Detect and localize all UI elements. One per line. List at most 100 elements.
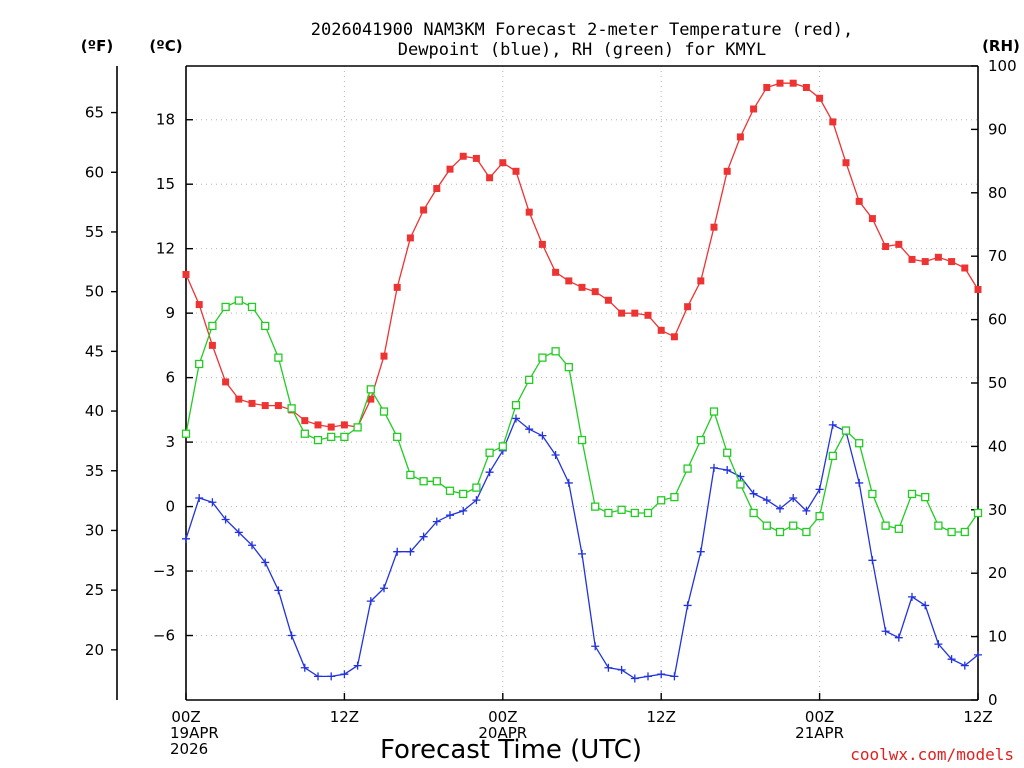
temperature-point [499, 159, 507, 167]
rh-point [762, 521, 771, 530]
temperature-point [248, 399, 256, 407]
celsius-tick-label: −6 [153, 627, 175, 645]
temperature-point [868, 215, 876, 223]
rh-point [577, 435, 587, 445]
rh-point [815, 511, 824, 521]
rh-point [538, 353, 547, 362]
rh-point [789, 521, 798, 530]
dewpoint-point [314, 672, 322, 681]
dewpoint-point [802, 506, 811, 515]
temperature-point [380, 352, 388, 360]
temperature-point [684, 303, 692, 311]
dewpoint-point [710, 463, 718, 472]
fahrenheit-tick-label: 55 [85, 223, 104, 241]
rh-point [195, 359, 204, 369]
rh-point [432, 477, 441, 486]
fahrenheit-tick-label: 25 [85, 581, 104, 599]
rh-point [855, 439, 864, 448]
temperature-point [393, 283, 401, 291]
dewpoint-point [432, 517, 441, 526]
temperature-point [406, 234, 414, 242]
temperature-point [486, 174, 494, 182]
dewpoint-point [591, 642, 600, 651]
temperature-point [657, 326, 665, 334]
fahrenheit-unit-label: (ºF) [81, 37, 113, 55]
dewpoint-point [327, 672, 336, 681]
series-celsius-filled-square [182, 79, 982, 431]
dewpoint-point [248, 541, 256, 550]
dewpoint-point [551, 450, 560, 459]
dewpoint-point [749, 489, 758, 498]
dewpoint-point [974, 650, 982, 659]
rh-point [340, 432, 349, 442]
rh-point [934, 521, 943, 530]
temperature-point [367, 395, 375, 403]
rh-point [604, 508, 613, 518]
temperature-point [301, 417, 309, 425]
rh-point [802, 527, 811, 537]
temperature-point [776, 79, 784, 87]
dewpoint-point [604, 663, 613, 672]
temperature-point [512, 167, 520, 175]
fahrenheit-tick-label: 50 [85, 283, 104, 301]
celsius-tick-label: 15 [156, 175, 175, 193]
dewpoint-point [934, 640, 943, 649]
temperature-point [314, 421, 322, 429]
rh-tick-label: 90 [988, 120, 1007, 138]
dewpoint-point [855, 478, 864, 487]
temperature-point [816, 94, 824, 102]
temperature-point [921, 258, 929, 266]
rh-tick-label: 20 [988, 564, 1007, 582]
temperature-point [420, 206, 428, 214]
rh-point [274, 353, 283, 362]
x-tick-label: 12Z [963, 708, 992, 726]
dewpoint-point [617, 665, 626, 674]
dewpoint-point [393, 547, 402, 556]
dewpoint-point [908, 592, 916, 601]
rh-point [868, 489, 877, 499]
series-rh-open-square [181, 296, 983, 537]
dewpoint-point [789, 493, 798, 502]
x-tick-label: 12Z [647, 708, 676, 726]
rh-point [498, 442, 507, 451]
temperature-point [961, 264, 969, 272]
rh-point [683, 464, 692, 473]
temperature-point [538, 240, 546, 248]
temperature-point [908, 255, 916, 263]
dewpoint-point [234, 528, 243, 537]
dewpoint-point [723, 466, 732, 475]
data-series [181, 79, 983, 683]
dewpoint-point [762, 496, 771, 505]
temperature-point [472, 154, 480, 162]
dewpoint-point [947, 655, 956, 664]
rh-point [723, 448, 732, 457]
dewpoint-point [525, 425, 534, 434]
rh-point [736, 480, 745, 489]
temperature-point [618, 309, 626, 317]
chart-title-line-1: 2026041900 NAM3KM Forecast 2-meter Tempe… [311, 20, 853, 40]
rh-point [591, 502, 600, 511]
rh-point [459, 489, 468, 499]
temperature-point [697, 277, 705, 285]
fahrenheit-tick-label: 45 [85, 342, 104, 360]
dewpoint-point [261, 558, 270, 567]
temperature-point [750, 105, 758, 113]
celsius-tick-label: 12 [156, 240, 175, 258]
temperature-point [631, 309, 639, 317]
dewpoint-point [340, 670, 349, 679]
rh-point [221, 302, 230, 312]
rh-point [921, 492, 930, 502]
temperature-point [855, 197, 863, 205]
rh-tick-label: 100 [988, 57, 1017, 75]
dewpoint-point [366, 597, 375, 606]
dewpoint-point [195, 493, 204, 502]
rh-point [670, 492, 679, 502]
dewpoint-point [960, 661, 969, 670]
celsius-tick-label: 9 [165, 304, 175, 322]
axes: −6 −3 0 3 6 9 12 15 18 20 25 30 35 40 45 50 55 60 65 0 10 20 3… [85, 57, 1017, 758]
dewpoint-point [472, 496, 481, 505]
dewpoint-point [446, 511, 454, 520]
fahrenheit-tick-label: 65 [85, 104, 104, 122]
dewpoint-point [696, 547, 705, 556]
